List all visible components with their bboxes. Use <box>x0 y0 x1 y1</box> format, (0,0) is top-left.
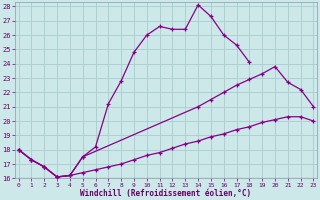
X-axis label: Windchill (Refroidissement éolien,°C): Windchill (Refroidissement éolien,°C) <box>80 189 252 198</box>
